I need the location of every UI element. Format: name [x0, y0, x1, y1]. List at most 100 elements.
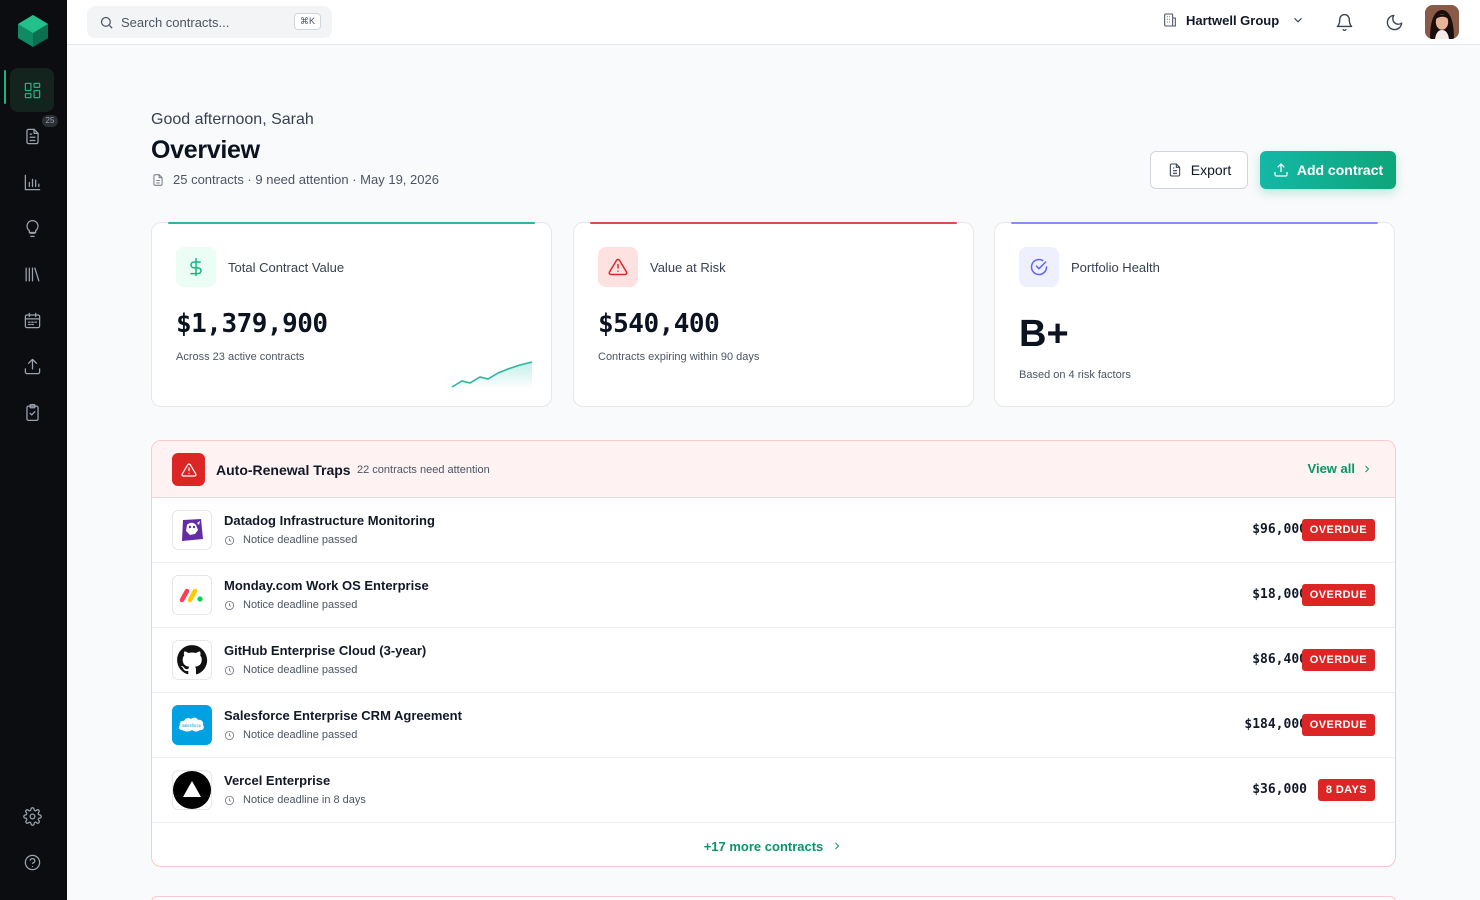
view-all-label: View all [1307, 461, 1355, 476]
stat-value: $540,400 [598, 309, 720, 339]
contract-name: Vercel Enterprise [224, 773, 331, 788]
calendar-icon [24, 312, 40, 328]
stat-label: Portfolio Health [1071, 260, 1160, 275]
contract-name: Monday.com Work OS Enterprise [224, 578, 429, 593]
contract-amount: $86,400 [1252, 652, 1307, 667]
auto-renewal-traps-panel: Auto-Renewal Traps 22 contracts need att… [151, 440, 1396, 867]
contract-amount: $96,000 [1252, 522, 1307, 537]
nav-dashboard[interactable] [10, 68, 54, 112]
datadog-logo [172, 510, 212, 550]
export-button[interactable]: Export [1150, 151, 1248, 189]
contract-amount: $184,000 [1244, 717, 1307, 732]
stat-sub: Contracts expiring within 90 days [598, 351, 760, 363]
more-contracts-label: +17 more contracts [703, 838, 824, 854]
stat-label: Value at Risk [650, 260, 726, 275]
chevron-right-icon [835, 842, 840, 850]
moon-icon [1386, 14, 1402, 30]
nav-upload[interactable] [10, 344, 54, 388]
card-icon-box [1019, 247, 1059, 287]
theme-toggle-button[interactable] [1383, 11, 1405, 33]
contract-name: Salesforce Enterprise CRM Agreement [224, 708, 462, 723]
clipboard-check-icon [25, 403, 39, 421]
nav-tasks[interactable] [10, 390, 54, 434]
contract-amount: $18,000 [1252, 587, 1307, 602]
status-badge: OVERDUE [1301, 649, 1375, 671]
sidebar: 25 [0, 0, 67, 900]
building-icon [1164, 13, 1176, 27]
nav-help[interactable] [10, 840, 54, 884]
warning-triangle-icon [180, 462, 197, 477]
add-contract-button[interactable]: Add contract [1260, 151, 1396, 189]
traps-title: Auto-Renewal Traps [216, 462, 351, 478]
lightbulb-icon [25, 219, 39, 237]
nav-contracts[interactable] [10, 114, 54, 158]
traps-header: Auto-Renewal Traps 22 contracts need att… [152, 441, 1395, 498]
deadline-text: Notice deadline passed [243, 534, 358, 546]
card-accent [1011, 222, 1378, 224]
stat-sub: Based on 4 risk factors [1019, 369, 1131, 381]
more-contracts-link[interactable]: +17 more contracts [152, 826, 1395, 866]
traps-icon-box [172, 453, 205, 486]
help-circle-icon [24, 854, 40, 870]
upload-icon [1274, 163, 1288, 177]
salesforce-logo: salesforce [172, 705, 212, 745]
upload-icon [24, 358, 40, 374]
nav-insights[interactable] [10, 206, 54, 250]
stat-value: $1,379,900 [176, 309, 328, 339]
contract-name: GitHub Enterprise Cloud (3-year) [224, 643, 427, 658]
clock-icon [224, 730, 235, 740]
active-indicator [4, 70, 6, 104]
app-logo[interactable] [16, 14, 50, 48]
stat-card-value-at-risk[interactable]: Value at Risk $540,400 Contracts expirin… [573, 222, 974, 407]
deadline-note: Notice deadline in 8 days [224, 794, 366, 806]
stat-card-total-value[interactable]: Total Contract Value $1,379,900 Across 2… [151, 222, 552, 407]
document-icon [25, 128, 39, 144]
status-badge: OVERDUE [1301, 714, 1375, 736]
export-label: Export [1190, 162, 1232, 178]
contracts-count-badge: 25 [42, 115, 58, 127]
stat-sub: Across 23 active contracts [176, 351, 305, 363]
contract-name: Datadog Infrastructure Monitoring [224, 513, 435, 528]
org-name: Hartwell Group [1186, 12, 1280, 28]
nav-analytics[interactable] [10, 160, 54, 204]
traps-count: 22 contracts need attention [357, 464, 490, 476]
card-icon-box [598, 247, 638, 287]
trap-row[interactable]: Vercel Enterprise Notice deadline in 8 d… [152, 758, 1395, 823]
add-contract-label: Add contract [1296, 162, 1384, 178]
trap-row[interactable]: salesforce Salesforce Enterprise CRM Agr… [152, 693, 1395, 758]
deadline-note: Notice deadline passed [224, 599, 357, 611]
chevron-down-icon [1294, 17, 1303, 23]
search-box[interactable]: ⌘K [87, 6, 332, 38]
warning-triangle-icon [608, 258, 628, 276]
status-badge: OVERDUE [1301, 519, 1375, 541]
greeting: Good afternoon, Sarah [151, 111, 314, 128]
trap-row[interactable]: GitHub Enterprise Cloud (3-year) Notice … [152, 628, 1395, 693]
nav-settings[interactable] [10, 794, 54, 838]
contract-amount: $36,000 [1252, 782, 1307, 797]
dashboard-grid-icon [24, 82, 40, 98]
view-all-link[interactable]: View all [1308, 461, 1373, 476]
bell-icon [1336, 13, 1352, 31]
monday-logo [172, 575, 212, 615]
deadline-note: Notice deadline passed [224, 664, 357, 676]
trap-row[interactable]: Datadog Infrastructure Monitoring Notice… [152, 498, 1395, 563]
user-avatar[interactable] [1425, 5, 1459, 39]
github-logo [172, 640, 212, 680]
notifications-button[interactable] [1333, 11, 1355, 33]
trap-row[interactable]: Monday.com Work OS Enterprise Notice dea… [152, 563, 1395, 628]
deadline-text: Notice deadline passed [243, 599, 358, 611]
meta-text: 25 contracts · 9 need attention · May 19… [173, 172, 439, 187]
card-accent [168, 222, 535, 224]
document-icon [153, 173, 163, 186]
deadline-note: Notice deadline passed [224, 534, 357, 546]
deadline-note: Notice deadline passed [224, 729, 357, 741]
clock-icon [224, 535, 235, 545]
search-input[interactable] [121, 14, 281, 30]
card-accent [590, 222, 957, 224]
nav-library[interactable] [10, 252, 54, 296]
nav-calendar[interactable] [10, 298, 54, 342]
stat-card-portfolio-health[interactable]: Portfolio Health B+ Based on 4 risk fact… [994, 222, 1395, 407]
deadline-text: Notice deadline in 8 days [243, 794, 366, 806]
org-switcher[interactable]: Hartwell Group [1162, 12, 1305, 28]
clock-icon [224, 600, 235, 610]
